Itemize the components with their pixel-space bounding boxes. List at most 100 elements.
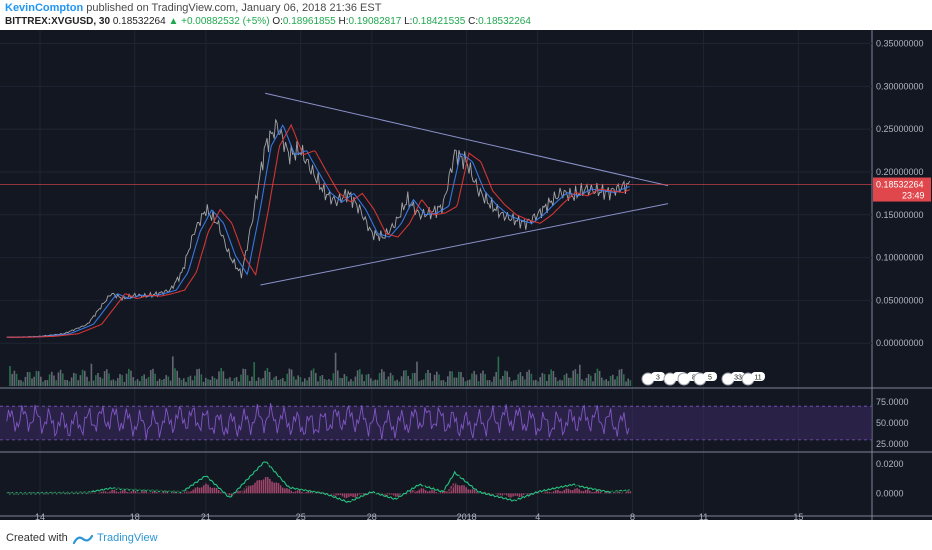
macd-histogram-bar: [348, 493, 350, 498]
volume-bar: [607, 381, 610, 386]
volume-bar: [248, 380, 251, 386]
volume-bar: [233, 378, 236, 386]
volume-bar: [268, 371, 271, 386]
high-label: H:: [338, 16, 349, 27]
volume-bar: [134, 380, 137, 386]
volume-bar: [587, 374, 590, 386]
price-pane[interactable]: [0, 92, 872, 338]
volume-bar: [570, 377, 572, 386]
symbol-interval[interactable]: BITTREX:XVGUSD, 30: [5, 16, 111, 27]
volume-bar: [64, 379, 66, 386]
volume-bar: [160, 380, 163, 386]
macd-histogram-bar: [237, 490, 239, 494]
macd-histogram-bar: [476, 491, 478, 494]
volume-bar: [246, 375, 249, 386]
volume-bar: [46, 380, 49, 386]
volume-bar: [130, 370, 132, 386]
macd-histogram-bar: [512, 493, 514, 497]
badge-count-bg: [703, 372, 717, 381]
macd-histogram-bar: [392, 493, 395, 496]
close-value: 0.18532264: [478, 16, 531, 27]
volume-bar: [365, 374, 368, 386]
volume-bar: [132, 377, 134, 386]
volume-bar: [603, 380, 605, 386]
open-value: 0.18961855: [282, 16, 336, 27]
macd-histogram-bar: [559, 490, 561, 494]
volume-bar: [231, 380, 233, 386]
volume-bar: [512, 380, 515, 386]
macd-histogram-bar: [352, 493, 354, 497]
macd-histogram-bar: [606, 491, 608, 494]
volume-bar: [616, 376, 618, 386]
event-badges[interactable]: 32853311: [641, 372, 765, 386]
volume-bar: [152, 368, 154, 386]
rsi-line: [6, 403, 630, 440]
volume-bar: [468, 379, 471, 386]
volume-bar: [618, 369, 621, 386]
macd-pane[interactable]: [6, 460, 632, 503]
macd-histogram-bar: [552, 491, 555, 494]
macd-histogram-bar: [217, 490, 220, 494]
rsi-pane[interactable]: [0, 403, 872, 441]
macd-histogram-bar: [616, 491, 619, 494]
time-tick-label: 8: [630, 512, 635, 520]
author-link[interactable]: KevinCompton: [5, 2, 84, 14]
macd-histogram-bar: [296, 490, 299, 494]
macd-histogram-bar: [98, 492, 101, 494]
macd-histogram-bar: [117, 492, 120, 494]
macd-histogram-bar: [431, 489, 433, 494]
macd-histogram-bar: [109, 491, 111, 494]
macd-histogram-bar: [290, 490, 293, 494]
volume-bar: [145, 378, 148, 386]
volume-bar: [451, 371, 453, 386]
macd-histogram-bar: [627, 490, 630, 494]
volume-bar: [330, 380, 332, 386]
volume-bar: [567, 377, 570, 386]
volume-bar: [464, 381, 467, 386]
volume-bar: [187, 377, 189, 386]
macd-histogram-bar: [433, 490, 435, 494]
volume-bar: [257, 377, 260, 386]
volume-bar: [211, 376, 214, 386]
macd-histogram-bar: [164, 491, 167, 494]
last-price-text: 0.18532264: [112, 16, 166, 27]
macd-histogram-bar: [465, 487, 467, 494]
volume-bar: [611, 374, 614, 386]
macd-histogram-bar: [126, 491, 128, 494]
volume-bar: [576, 373, 579, 386]
volume-bar: [609, 375, 612, 386]
ohlc-legend: BITTREX:XVGUSD, 30 0.18532264 ▲ +0.00882…: [5, 16, 531, 27]
time-axis[interactable]: 14 18 21 25 28 2018 4 8 11 15: [35, 512, 803, 520]
volume-bar: [534, 379, 537, 386]
last-price-label: 0.18532264: [876, 180, 924, 190]
volume-bar: [519, 372, 522, 386]
price-axis[interactable]: 0.35000000 0.30000000 0.25000000 0.20000000…: [873, 39, 931, 499]
macd-histogram-bar: [115, 491, 118, 494]
macd-histogram-bar: [497, 493, 499, 496]
time-tick-label: 11: [699, 512, 708, 520]
macd-histogram-bar: [599, 491, 602, 494]
macd-histogram-bar: [269, 479, 271, 494]
event-badge: 5: [693, 372, 717, 386]
volume-bar: [165, 375, 167, 386]
volume-bar: [242, 368, 244, 386]
volume-bar: [440, 380, 442, 386]
volume-bar: [479, 373, 482, 386]
trading-chart[interactable]: 32853311 0.350000000.300000000.250000000…: [0, 30, 932, 520]
volume-bar: [209, 379, 211, 386]
volume-bar: [572, 370, 574, 386]
volume-bar: [198, 368, 200, 386]
macd-histogram-bar: [171, 492, 173, 494]
volume-bar: [158, 378, 161, 386]
volume-bar: [68, 381, 71, 386]
macd-histogram-bar: [459, 485, 461, 494]
volume-bar: [273, 377, 275, 386]
macd-histogram-bar: [288, 489, 290, 494]
volume-bar: [235, 376, 238, 386]
macd-histogram-bar: [550, 492, 553, 494]
tradingview-brand[interactable]: TradingView: [97, 532, 158, 544]
volume-bar: [466, 380, 469, 386]
macd-histogram-bar: [495, 493, 497, 494]
volume-bar: [413, 372, 416, 386]
volume-bar: [66, 379, 68, 386]
